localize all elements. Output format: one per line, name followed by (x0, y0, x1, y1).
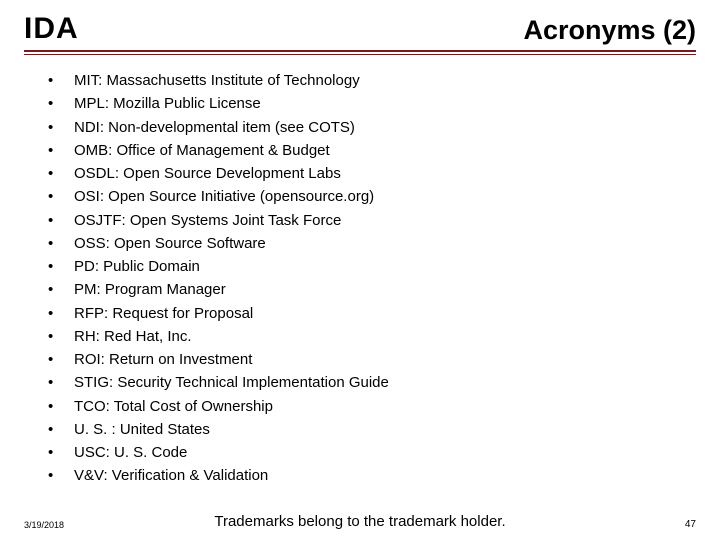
footer-date: 3/19/2018 (24, 520, 64, 530)
list-item: OSI: Open Source Initiative (opensource.… (48, 185, 696, 208)
list-item: V&V: Verification & Validation (48, 464, 696, 487)
logo-text: IDA (24, 14, 79, 44)
list-item: MPL: Mozilla Public License (48, 92, 696, 115)
list-item: STIG: Security Technical Implementation … (48, 371, 696, 394)
slide-body: MIT: Massachusetts Institute of Technolo… (0, 55, 720, 488)
footer-note: Trademarks belong to the trademark holde… (214, 513, 505, 530)
list-item: PM: Program Manager (48, 278, 696, 301)
list-item: ROI: Return on Investment (48, 348, 696, 371)
list-item: NDI: Non-developmental item (see COTS) (48, 116, 696, 139)
list-item: OMB: Office of Management & Budget (48, 139, 696, 162)
list-item: OSJTF: Open Systems Joint Task Force (48, 209, 696, 232)
slide-header: IDA Acronyms (2) (0, 0, 720, 44)
list-item: RH: Red Hat, Inc. (48, 325, 696, 348)
list-item: OSDL: Open Source Development Labs (48, 162, 696, 185)
list-item: MIT: Massachusetts Institute of Technolo… (48, 69, 696, 92)
slide-footer: 3/19/2018 Trademarks belong to the trade… (0, 519, 720, 530)
list-item: RFP: Request for Proposal (48, 302, 696, 325)
footer-page-number: 47 (685, 519, 696, 530)
acronym-list: MIT: Massachusetts Institute of Technolo… (48, 69, 696, 488)
list-item: PD: Public Domain (48, 255, 696, 278)
list-item: TCO: Total Cost of Ownership (48, 395, 696, 418)
list-item: U. S. : United States (48, 418, 696, 441)
list-item: OSS: Open Source Software (48, 232, 696, 255)
list-item: USC: U. S. Code (48, 441, 696, 464)
slide-title: Acronyms (2) (523, 17, 696, 44)
